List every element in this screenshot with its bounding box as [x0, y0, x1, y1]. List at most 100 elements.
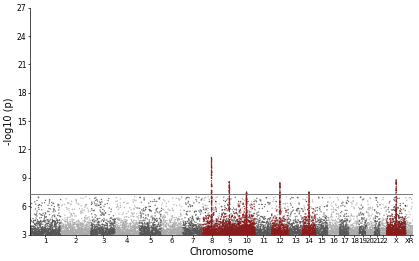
Point — [329, 226, 336, 230]
Point — [62, 230, 69, 235]
Point — [303, 229, 310, 233]
Point — [337, 228, 344, 232]
Point — [31, 230, 37, 234]
Point — [249, 226, 256, 230]
Point — [277, 231, 283, 235]
Point — [74, 231, 81, 235]
Point — [170, 227, 177, 232]
Point — [139, 225, 146, 229]
Point — [301, 225, 308, 229]
Point — [343, 217, 350, 221]
Point — [162, 229, 169, 234]
Point — [277, 201, 283, 205]
Point — [292, 226, 299, 230]
Point — [312, 227, 318, 231]
Point — [176, 226, 182, 230]
Point — [61, 229, 68, 233]
Point — [65, 226, 72, 230]
Point — [396, 223, 402, 227]
Point — [183, 226, 189, 230]
Point — [385, 232, 392, 236]
Point — [386, 230, 393, 235]
Point — [217, 232, 223, 236]
Point — [370, 227, 376, 231]
Point — [186, 221, 192, 226]
Point — [153, 209, 160, 213]
Point — [84, 232, 91, 236]
Point — [223, 232, 230, 236]
Point — [273, 216, 279, 220]
Point — [213, 200, 220, 204]
Point — [205, 232, 212, 236]
Point — [334, 229, 340, 233]
Point — [236, 223, 243, 228]
Point — [84, 206, 91, 210]
Point — [172, 228, 178, 233]
Point — [217, 222, 223, 226]
Point — [316, 228, 322, 232]
Point — [225, 230, 232, 234]
Point — [341, 212, 348, 216]
Point — [52, 223, 59, 227]
Point — [309, 225, 316, 229]
Point — [305, 215, 312, 219]
Point — [285, 231, 291, 235]
Point — [93, 198, 99, 203]
Point — [243, 228, 250, 232]
Point — [313, 230, 320, 234]
Point — [351, 230, 358, 235]
Point — [46, 231, 53, 235]
Point — [326, 225, 333, 229]
Point — [237, 229, 243, 234]
Point — [275, 231, 282, 235]
Point — [108, 222, 115, 226]
Point — [274, 228, 281, 232]
Point — [249, 230, 256, 235]
Point — [214, 231, 221, 235]
Point — [212, 230, 219, 234]
Point — [229, 225, 235, 229]
Point — [245, 230, 252, 234]
Point — [208, 191, 215, 195]
Point — [310, 232, 317, 236]
Point — [296, 209, 303, 213]
Point — [84, 224, 91, 229]
Point — [356, 229, 362, 233]
Point — [145, 231, 152, 235]
Point — [225, 227, 232, 231]
Point — [400, 226, 407, 230]
Point — [374, 227, 380, 232]
Point — [359, 230, 365, 234]
Point — [122, 228, 129, 233]
Point — [117, 229, 124, 234]
Point — [153, 232, 160, 236]
Point — [236, 226, 243, 230]
Point — [172, 227, 178, 231]
Point — [383, 208, 390, 212]
Point — [85, 222, 92, 226]
Point — [401, 231, 408, 235]
Point — [243, 222, 250, 226]
Point — [272, 231, 279, 235]
Point — [367, 224, 374, 228]
Point — [266, 232, 273, 236]
Point — [162, 229, 169, 233]
Point — [279, 219, 286, 223]
Point — [74, 230, 80, 234]
Point — [86, 222, 93, 226]
Point — [147, 209, 153, 213]
Point — [193, 223, 200, 227]
Point — [336, 231, 342, 235]
Point — [228, 221, 235, 225]
Point — [206, 230, 213, 234]
Point — [36, 226, 42, 230]
Point — [264, 232, 270, 236]
Point — [255, 219, 262, 223]
Point — [380, 231, 387, 235]
Point — [279, 229, 285, 233]
Point — [162, 224, 169, 228]
Point — [246, 232, 253, 236]
Point — [343, 227, 349, 232]
Point — [97, 231, 103, 235]
Point — [305, 221, 312, 225]
